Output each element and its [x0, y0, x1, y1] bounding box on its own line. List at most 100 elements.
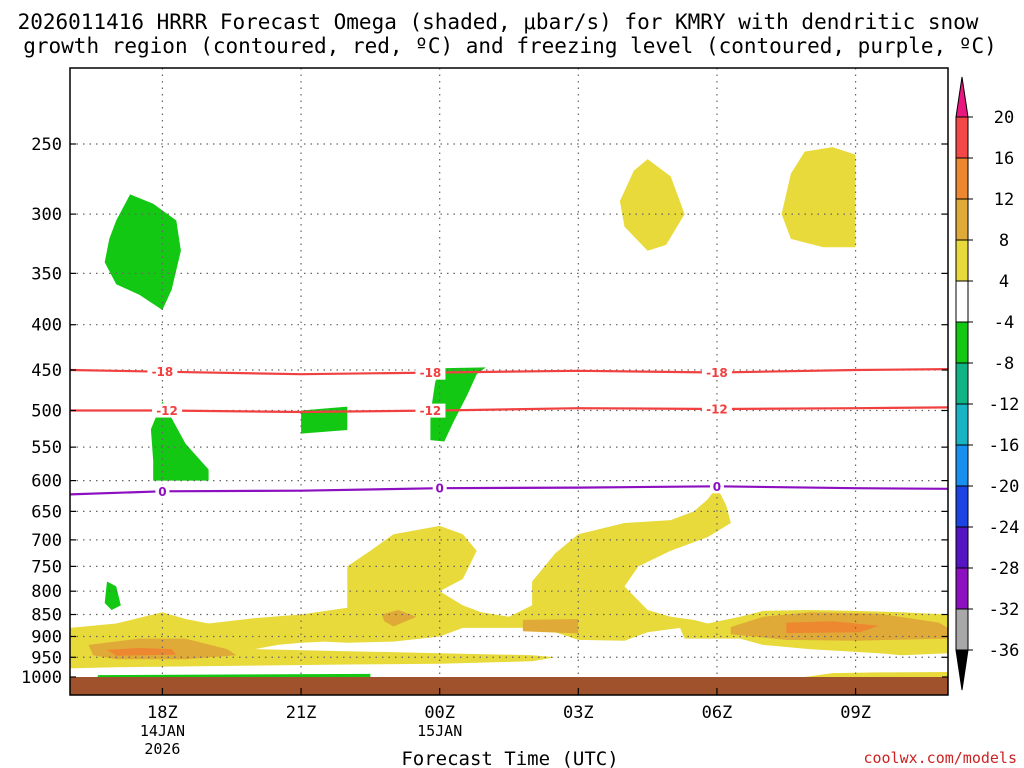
x-axis-title: Forecast Time (UTC) [401, 748, 618, 768]
colorbar-label-20: 20 [994, 108, 1014, 128]
colorbar-swatch-4-to-8 [955, 239, 969, 282]
contour-label-bg [701, 365, 732, 380]
x-tick-label-03z-1: 03Z [563, 703, 594, 723]
chart-title-line-2: growth region (contoured, red, ºC) and f… [23, 34, 997, 58]
colorbar-swatch-16-to-12 [955, 403, 969, 446]
colorbar-above-triangle [955, 76, 969, 118]
colorbar-below-triangle [955, 649, 969, 691]
plot-area: -18 -18 -18 -12 -12 -12 0 0 0 [69, 67, 949, 696]
colorbar-label-4: -4 [994, 313, 1014, 333]
colorbar-swatch-4-to-4 [955, 280, 969, 323]
colorbar-label-16: 16 [994, 149, 1014, 169]
y-tick-label-450: 450 [31, 361, 62, 381]
colorbar-swatch-8-to-4 [955, 321, 969, 364]
y-tick-label-500: 500 [31, 402, 62, 422]
contour-label-dgz-minus-12-3: -12 [706, 402, 728, 416]
omega-region-gold-850mb-23z [381, 610, 417, 627]
contour-label-bg [147, 364, 178, 379]
contour-label-dgz-minus-18-1: -18 [152, 365, 174, 379]
x-tick-label-18z-1: 18Z [147, 703, 178, 723]
y-tick-label-700: 700 [31, 531, 62, 551]
contour-label-bg [415, 365, 446, 380]
y-tick-label-900: 900 [31, 627, 62, 647]
omega-region-yellow-300mb-04z [619, 159, 685, 251]
colorbar-swatch-12-to-16 [955, 157, 969, 200]
contour-label-dgz-minus-12-1: -12 [156, 404, 178, 418]
colorbar-swatch-20-to-16 [955, 444, 969, 487]
contour-label-dgz-minus-12-2: -12 [420, 404, 442, 418]
colorbar-label-16: -16 [989, 436, 1020, 456]
omega-region-yellow-1000mb-09z [804, 672, 948, 677]
colorbar-label-20: -20 [989, 477, 1020, 497]
y-tick-label-950: 950 [31, 648, 62, 668]
x-tick-label-00z-1: 00Z [424, 703, 455, 723]
pressure-axis: 2503003504004505005506006507007508008509… [21, 135, 948, 688]
y-tick-label-350: 350 [31, 264, 62, 284]
y-tick-label-250: 250 [31, 135, 62, 155]
contour-dgz-minus-12 [70, 406, 948, 414]
omega-region-gold-870mb-02z [522, 619, 579, 634]
contour-label-bg [155, 484, 170, 499]
omega-region-green-300mb-18z [104, 194, 181, 310]
x-tick-label-18z-2: 14JAN [140, 722, 185, 740]
colorbar-swatch-36-to-32 [955, 608, 969, 651]
plot-frame [69, 67, 949, 696]
contour-label-freezing-level-2: 0 [436, 482, 444, 496]
colorbar-swatch-16-to-20 [955, 116, 969, 159]
colorbar-swatch-12-to-8 [955, 362, 969, 405]
y-tick-label-800: 800 [31, 582, 62, 602]
omega-region-orange-880mb-08z [786, 621, 879, 634]
y-tick-label-1000: 1000 [21, 668, 62, 688]
y-tick-label-850: 850 [31, 606, 62, 626]
colorbar-label-4: 4 [999, 272, 1009, 292]
colorbar-label-8: -8 [994, 354, 1014, 374]
x-tick-label-09z-1: 09Z [840, 703, 871, 723]
contour-dgz-minus-18 [70, 368, 948, 376]
x-tick-label-18z-3: 2026 [144, 740, 180, 758]
omega-region-green-470mb-00z [430, 367, 486, 442]
grid-layer [70, 68, 948, 677]
contour-label-bg [709, 479, 724, 494]
y-tick-label-400: 400 [31, 316, 62, 336]
y-tick-label-550: 550 [31, 438, 62, 458]
colorbar-swatch-24-to-20 [955, 485, 969, 528]
omega-shading-layer [70, 147, 948, 677]
y-tick-label-750: 750 [31, 557, 62, 577]
contour-label-bg [701, 401, 732, 416]
omega-region-yellow-low-main [70, 487, 948, 669]
y-tick-label-650: 650 [31, 502, 62, 522]
colorbar-label-24: -24 [989, 518, 1020, 538]
colorbar-swatch-32-to-28 [955, 567, 969, 610]
omega-region-yellow-290mb-08z [781, 147, 856, 248]
contour-label-bg [415, 403, 446, 418]
omega-region-orange-940mb-18z [107, 647, 177, 656]
y-tick-label-300: 300 [31, 205, 62, 225]
contour-label-freezing-level-1: 0 [158, 485, 166, 499]
y-tick-label-600: 600 [31, 472, 62, 492]
credit-link[interactable]: coolwx.com/models [863, 749, 1017, 767]
omega-region-green-820mb-17z [104, 581, 121, 610]
contour-label-bg [152, 403, 183, 418]
omega-region-green-500mb-18z [150, 401, 209, 481]
contour-label-bg [432, 481, 447, 496]
x-tick-label-00z-2: 15JAN [417, 722, 462, 740]
colorbar-label-32: -32 [989, 600, 1020, 620]
contour-label-dgz-minus-18-2: -18 [420, 366, 442, 380]
chart-title-line-1: 2026011416 HRRR Forecast Omega (shaded, … [18, 10, 979, 34]
colorbar-label-28: -28 [989, 559, 1020, 579]
colorbar-swatch-28-to-24 [955, 526, 969, 569]
colorbar-swatch-8-to-12 [955, 198, 969, 241]
contour-layer: -18 -18 -18 -12 -12 -12 0 0 0 [70, 364, 948, 499]
colorbar-label-12: 12 [994, 190, 1014, 210]
colorbar-label-36: -36 [989, 641, 1020, 661]
omega-region-green-520mb-21z [301, 406, 348, 434]
omega-region-green-1000mb-strip [97, 673, 371, 677]
x-tick-label-06z-1: 06Z [702, 703, 733, 723]
colorbar-label-8: 8 [999, 231, 1009, 251]
ground-surface [70, 677, 948, 695]
contour-label-freezing-level-3: 0 [713, 480, 721, 494]
colorbar-label-12: -12 [989, 395, 1020, 415]
contour-freezing-level [70, 485, 948, 496]
